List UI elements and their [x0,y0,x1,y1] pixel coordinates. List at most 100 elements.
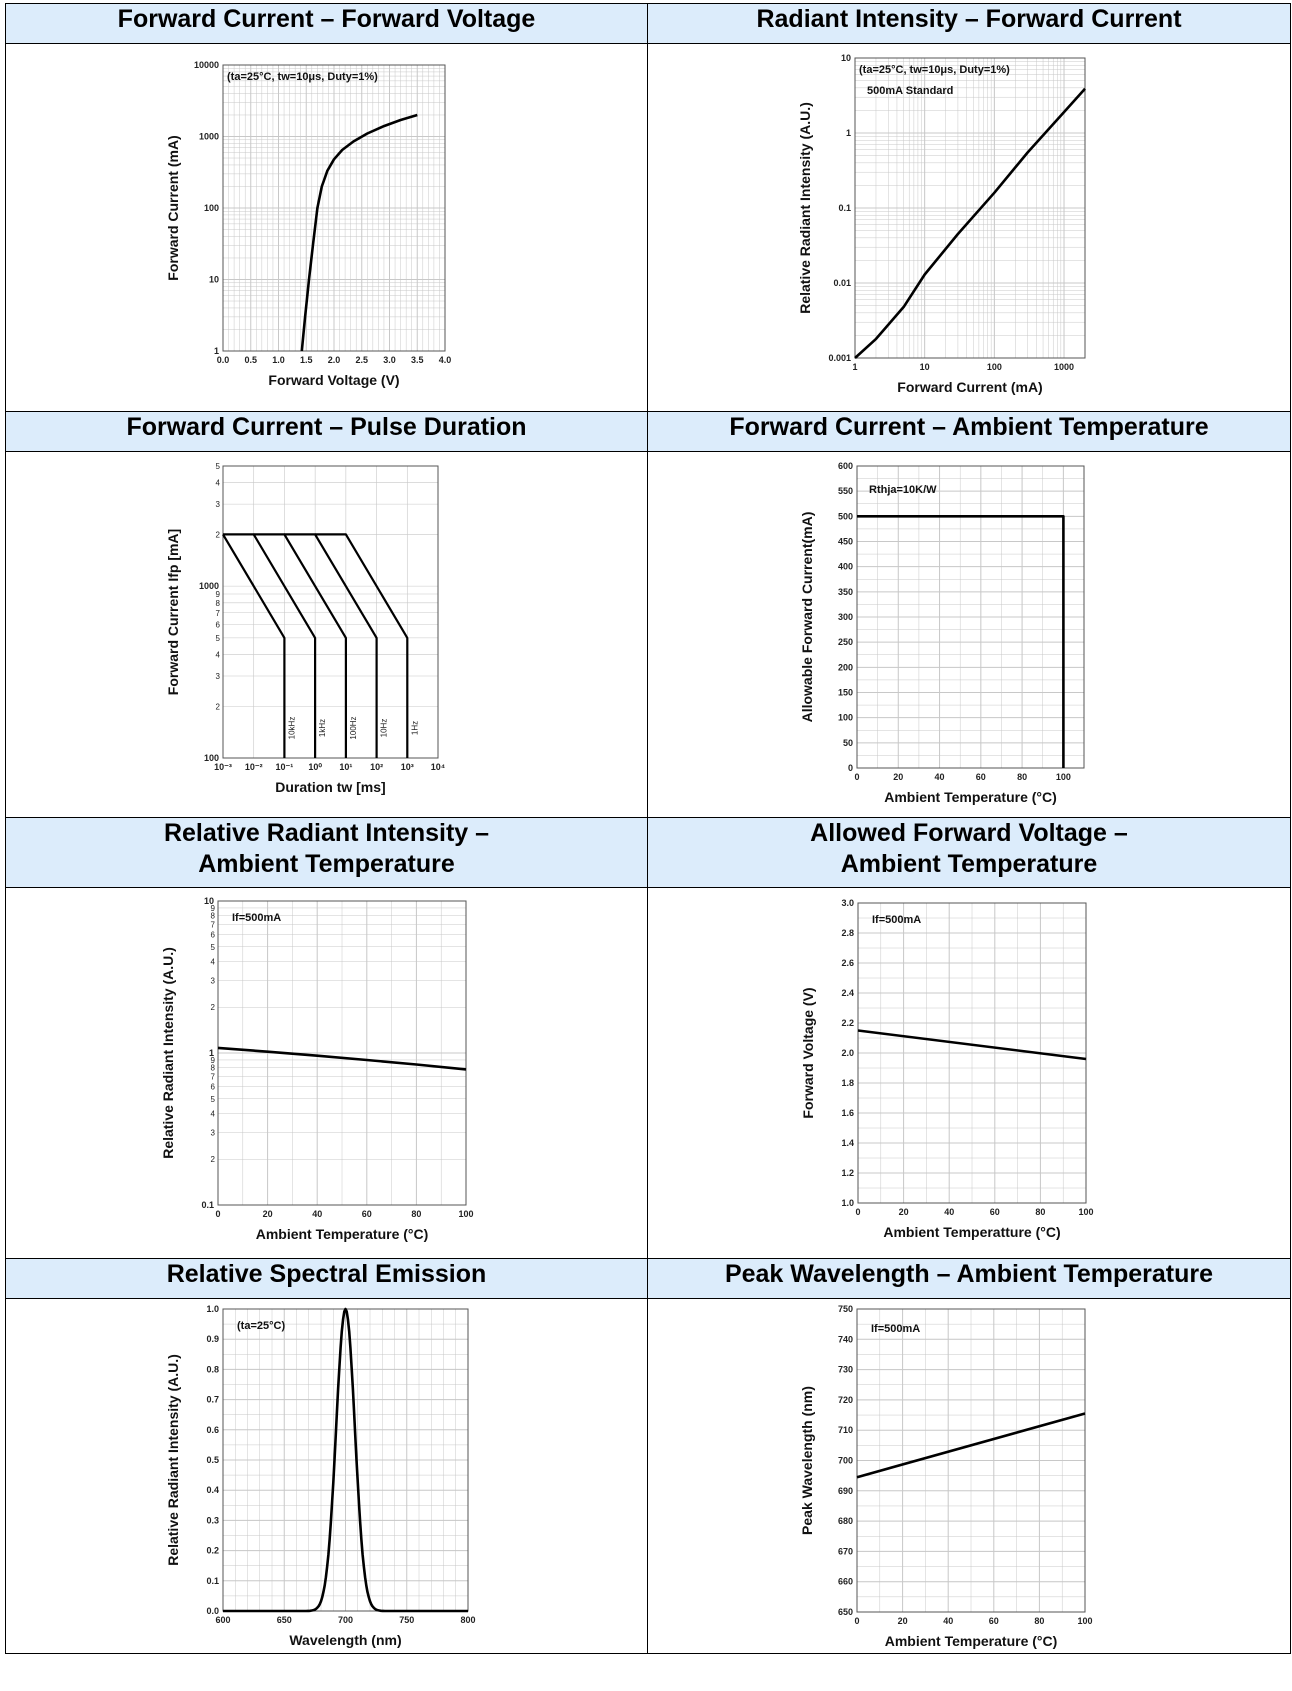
derating-curve [857,515,1065,768]
y-minor-tick-label: 7 [211,921,216,930]
x-tick-label: 750 [399,1615,414,1625]
chart-pw-at: 0 20 40 60 80 100 650 660 670 680 690 700 710 720 730 7… [799,1304,1093,1649]
y-tick-label: 250 [838,637,853,647]
y-tick-label: 2.4 [841,988,854,998]
header-text-line-1: Allowed Forward Voltage – [810,819,1128,847]
cell-fc-at: 0 20 40 60 80 100 0 50 100 150 200 250 300 350 400 450 5… [647,451,1291,818]
y-tick-label: 740 [838,1334,853,1344]
chart-ri-fc: 1 10 100 1000 0.001 0.01 0.1 1 10 Forward Current… [797,53,1086,395]
y-tick-label: 3.0 [841,898,854,908]
x-tick-label: 2.0 [328,355,341,365]
x-tick-label: 10 [920,362,930,372]
x-tick-label: 1 [852,362,857,372]
x-tick-label: 10¹ [339,762,352,772]
y-minor-tick-label: 5 [216,462,221,471]
chart-rri-at: 0 20 40 60 80 1000.11102345678923456789Ambien… [160,896,474,1242]
x-tick-label: 20 [893,772,903,782]
y-tick-label: 550 [838,486,853,496]
y-tick-label: 660 [838,1577,853,1587]
chart-afv-at: 0 20 40 60 80 100 1.0 1.2 1.4 1.6 1.8 2.0 2.2 2.4 2.6 2… [800,898,1094,1240]
x-tick-label: 10⁻³ [214,762,232,772]
y-tick-label: 1.2 [841,1168,854,1178]
y-tick-label: 2.8 [841,928,854,938]
y-minor-tick-label: 9 [211,904,216,913]
x-tick-label: 600 [215,1615,230,1625]
wavelength-temp-curve [856,1412,1086,1479]
x-tick-label: 80 [1035,1207,1045,1217]
y-minor-tick-label: 3 [211,976,216,985]
x-tick-label: 40 [944,1207,954,1217]
y-tick-label: 700 [838,1456,853,1466]
y-minor-tick-label: 4 [216,651,221,660]
header-text: Peak Wavelength – Ambient Temperature [724,1260,1214,1288]
y-tick-label: 0.2 [206,1546,219,1556]
x-tick-label: 0 [854,772,859,782]
y-tick-label: 0.9 [206,1334,219,1344]
x-tick-label: 10⁴ [431,762,445,772]
y-axis-label: Relative Radiant Intensity (A.U.) [165,1354,181,1566]
y-tick-label: 0.4 [206,1485,219,1495]
x-tick-label: 1.0 [272,355,285,365]
x-tick-label: 20 [263,1209,273,1219]
y-minor-tick-label: 8 [211,912,216,921]
intensity-curve [854,87,1086,359]
x-tick-label: 80 [411,1209,421,1219]
y-minor-tick-label: 3 [216,500,221,509]
annotation-ta: (ta=25°C) [237,1320,285,1332]
frequency-label: 10Hz [380,719,389,738]
x-tick-label: 80 [1017,772,1027,782]
y-tick-label: 680 [838,1516,853,1526]
x-tick-label: 3.0 [383,355,396,365]
y-axis-label: Allowable Forward Current(mA) [799,512,815,723]
x-tick-label: 10⁻² [245,762,263,772]
x-tick-label: 650 [277,1615,292,1625]
x-tick-label: 60 [989,1616,999,1626]
header-text: Relative Spectral Emission [166,1260,487,1288]
y-tick-label: 0 [848,763,853,773]
x-tick-label: 10⁻¹ [276,762,294,772]
y-tick-label: 1.6 [841,1108,854,1118]
annotation-rthja: Rthja=10K/W [869,484,937,496]
annotation-conditions: (ta=25°C, tw=10μs, Duty=1%) [859,64,1010,76]
header-text-line-2: Ambient Temperature [840,850,1098,878]
y-tick-label: 200 [838,662,853,672]
y-tick-label: 100 [838,713,853,723]
pulse-curve [222,533,286,758]
x-tick-label: 0 [855,1207,860,1217]
x-tick-label: 0 [854,1616,859,1626]
y-minor-tick-label: 2 [216,702,221,711]
y-minor-tick-label: 3 [216,672,221,681]
x-axis-label: Forward Current (mA) [897,379,1042,395]
y-tick-label: 100 [204,203,219,213]
y-tick-label: 0.5 [206,1455,219,1465]
y-tick-label: 0.1 [201,1200,214,1210]
y-tick-label: 2.6 [841,958,854,968]
chart-fc-fv: 0.0 0.5 1.0 1.5 2.0 2.5 3.0 3.5 4.0 1 10 100 1000 100… [165,60,451,388]
y-tick-label: 450 [838,537,853,547]
x-tick-label: 10³ [401,762,414,772]
y-minor-tick-label: 6 [211,931,216,940]
y-tick-label: 690 [838,1486,853,1496]
cell-pw-at: 0 20 40 60 80 100 650 660 670 680 690 700 710 720 730 7… [647,1298,1291,1654]
x-tick-label: 0.5 [244,355,257,365]
chart-fc-at: 0 20 40 60 80 100 0 50 100 150 200 250 300 350 400 450 5… [799,461,1085,805]
y-tick-label: 1.0 [206,1304,219,1314]
annotation-if: If=500mA [232,912,281,924]
x-tick-label: 60 [362,1209,372,1219]
header-fc-fv: Forward Current – Forward Voltage [5,3,648,44]
x-tick-label: 100 [1078,1207,1093,1217]
y-tick-label: 1000 [199,581,219,591]
pulse-curve [315,533,409,758]
y-minor-tick-label: 6 [216,620,221,629]
x-tick-label: 40 [935,772,945,782]
y-tick-label: 0.1 [206,1576,219,1586]
header-text-line-2: Ambient Temperature [198,850,455,878]
y-tick-label: 2.2 [841,1018,854,1028]
y-axis-label: Relative Radiant Intensity (A.U.) [160,947,176,1159]
y-tick-label: 0.8 [206,1364,219,1374]
chart-fc-pd: 10⁻³ 10⁻² 10⁻¹ 10⁰ 10¹ 10² 10³ 10⁴ 100 1000 2 3 4 5 6 7… [165,462,445,795]
plot-frame [856,1308,1086,1613]
pulse-curve [223,533,317,758]
y-tick-label: 0.0 [206,1606,219,1616]
y-tick-label: 350 [838,587,853,597]
